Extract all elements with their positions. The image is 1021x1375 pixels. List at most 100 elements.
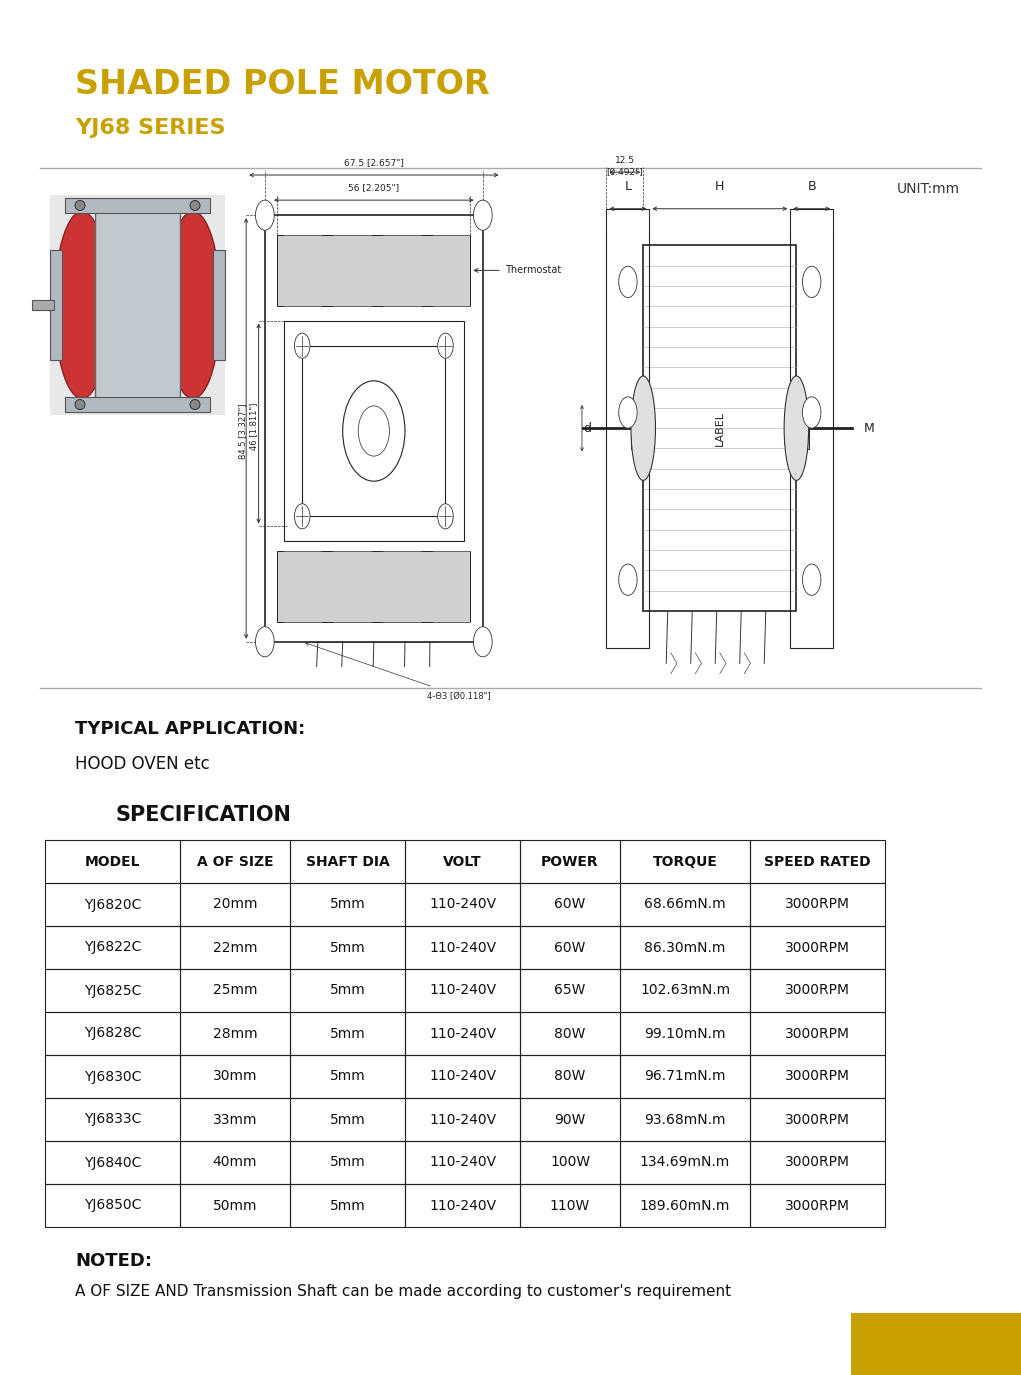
- Text: SPEED RATED: SPEED RATED: [764, 854, 871, 869]
- Bar: [520, 969, 620, 1012]
- Bar: [32, 300, 54, 309]
- Circle shape: [619, 397, 637, 428]
- Text: H: H: [715, 180, 725, 192]
- Bar: [278, 235, 471, 305]
- Bar: [750, 1012, 885, 1055]
- Bar: [45, 840, 180, 883]
- Bar: [405, 1099, 520, 1141]
- Bar: [405, 883, 520, 925]
- Bar: [180, 1184, 290, 1226]
- Bar: [180, 840, 290, 883]
- Ellipse shape: [631, 375, 655, 480]
- Bar: [790, 407, 809, 450]
- Text: 67.5 [2.657"]: 67.5 [2.657"]: [344, 158, 403, 168]
- Text: 90W: 90W: [554, 1112, 586, 1126]
- Bar: [620, 1099, 750, 1141]
- Ellipse shape: [165, 212, 221, 399]
- Bar: [606, 209, 649, 648]
- Text: 5mm: 5mm: [330, 983, 366, 997]
- Text: 84.5 [3.327"]: 84.5 [3.327"]: [239, 403, 247, 459]
- Bar: [278, 551, 471, 622]
- Bar: [850, 1313, 1021, 1375]
- Text: 12.5
[0.492"]: 12.5 [0.492"]: [606, 157, 643, 176]
- Text: 110-240V: 110-240V: [429, 1027, 496, 1041]
- Text: 4-Θ3 [Ø0.118"]: 4-Θ3 [Ø0.118"]: [427, 692, 490, 701]
- Bar: [264, 216, 483, 642]
- Bar: [45, 1012, 180, 1055]
- Bar: [45, 1055, 180, 1099]
- Text: 3000RPM: 3000RPM: [785, 1070, 850, 1084]
- Text: 3000RPM: 3000RPM: [785, 1112, 850, 1126]
- Text: 86.30mN.m: 86.30mN.m: [644, 941, 726, 954]
- Bar: [50, 250, 62, 360]
- Text: 5mm: 5mm: [330, 1112, 366, 1126]
- Bar: [405, 969, 520, 1012]
- Bar: [290, 1184, 405, 1226]
- Bar: [631, 407, 649, 450]
- Text: HOOD OVEN etc: HOOD OVEN etc: [75, 755, 209, 773]
- Bar: [180, 1099, 290, 1141]
- Circle shape: [619, 267, 637, 297]
- Text: 60W: 60W: [554, 898, 586, 912]
- Text: YJ6830C: YJ6830C: [84, 1070, 141, 1084]
- Bar: [750, 1141, 885, 1184]
- Circle shape: [474, 627, 492, 657]
- Text: TORQUE: TORQUE: [652, 854, 718, 869]
- Bar: [45, 1099, 180, 1141]
- Bar: [405, 1184, 520, 1226]
- Bar: [405, 925, 520, 969]
- Bar: [50, 195, 225, 415]
- Text: 5mm: 5mm: [330, 941, 366, 954]
- Circle shape: [190, 201, 200, 210]
- Bar: [45, 925, 180, 969]
- Text: 100W: 100W: [550, 1155, 590, 1170]
- Circle shape: [255, 201, 275, 230]
- Text: B: B: [808, 180, 816, 192]
- Bar: [750, 1099, 885, 1141]
- Bar: [180, 925, 290, 969]
- Text: A OF SIZE AND Transmission Shaft can be made according to customer's requirement: A OF SIZE AND Transmission Shaft can be …: [75, 1284, 731, 1299]
- Bar: [520, 1184, 620, 1226]
- Bar: [520, 1055, 620, 1099]
- Text: 33mm: 33mm: [212, 1112, 257, 1126]
- Bar: [790, 209, 833, 648]
- Circle shape: [255, 627, 275, 657]
- Text: LABEL: LABEL: [715, 411, 725, 446]
- Text: A OF SIZE: A OF SIZE: [197, 854, 274, 869]
- Bar: [405, 1012, 520, 1055]
- Text: 5mm: 5mm: [330, 1199, 366, 1213]
- Text: 93.68mN.m: 93.68mN.m: [644, 1112, 726, 1126]
- Bar: [405, 840, 520, 883]
- Text: 110-240V: 110-240V: [429, 1199, 496, 1213]
- Text: 189.60mN.m: 189.60mN.m: [640, 1199, 730, 1213]
- Bar: [290, 883, 405, 925]
- Text: 46 [1.811"]: 46 [1.811"]: [249, 403, 258, 450]
- Text: 5mm: 5mm: [330, 898, 366, 912]
- Text: 80W: 80W: [554, 1070, 586, 1084]
- Text: MODEL: MODEL: [85, 854, 140, 869]
- Text: YJ6820C: YJ6820C: [84, 898, 141, 912]
- Text: YJ6833C: YJ6833C: [84, 1112, 141, 1126]
- Text: 110-240V: 110-240V: [429, 1070, 496, 1084]
- Bar: [520, 1141, 620, 1184]
- Circle shape: [438, 333, 453, 359]
- Text: YJ6825C: YJ6825C: [84, 983, 141, 997]
- Bar: [45, 969, 180, 1012]
- Text: 80W: 80W: [554, 1027, 586, 1041]
- Text: Thermostat: Thermostat: [474, 265, 561, 275]
- Text: 110W: 110W: [550, 1199, 590, 1213]
- Circle shape: [803, 267, 821, 297]
- Bar: [620, 1012, 750, 1055]
- Text: TYPICAL APPLICATION:: TYPICAL APPLICATION:: [75, 720, 305, 738]
- Bar: [750, 925, 885, 969]
- Bar: [620, 1184, 750, 1226]
- Text: 3000RPM: 3000RPM: [785, 1027, 850, 1041]
- Text: 5mm: 5mm: [330, 1027, 366, 1041]
- Text: 99.10mN.m: 99.10mN.m: [644, 1027, 726, 1041]
- Text: 65W: 65W: [554, 983, 586, 997]
- Text: 5mm: 5mm: [330, 1155, 366, 1170]
- Text: 28mm: 28mm: [212, 1027, 257, 1041]
- Text: 22mm: 22mm: [212, 941, 257, 954]
- Circle shape: [294, 503, 310, 529]
- Bar: [520, 883, 620, 925]
